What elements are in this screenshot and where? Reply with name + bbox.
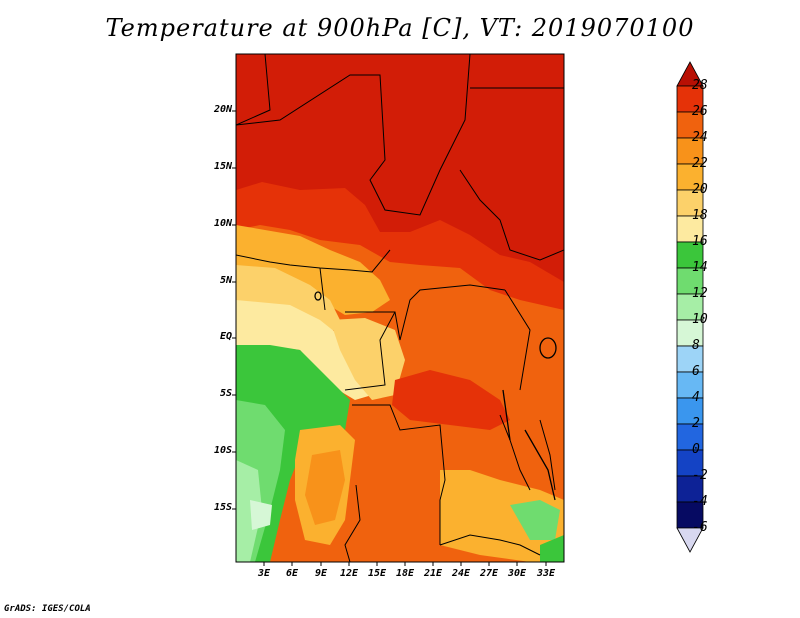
zone-gabon-cool: [236, 300, 372, 400]
lon-ticks: [263, 562, 547, 566]
lon-label-6e: 6E: [285, 568, 299, 579]
lon-label-33e: 33E: [536, 568, 556, 579]
colorbar-swatch: [676, 137, 704, 165]
zone-congo-hot: [392, 370, 510, 430]
colorbar-swatch: [676, 267, 704, 295]
temperature-field: [236, 54, 564, 562]
zone-sahel-warm: [236, 182, 564, 310]
zone-guinea-coast: [236, 225, 390, 315]
grads-credit: GrADS: IGES/COLA: [4, 604, 91, 614]
zone-sahara-hot: [236, 54, 564, 285]
lon-label-12e: 12E: [339, 568, 359, 579]
colorbar-bottom-arrow: [676, 527, 704, 553]
colorbar-label: -2: [692, 468, 708, 483]
lon-label-27e: 27E: [479, 568, 499, 579]
chart-title: Temperature at 900hPa [C], VT: 201907010…: [105, 14, 695, 42]
zone-central-mild: [330, 318, 405, 400]
colorbar-label: 0: [692, 442, 700, 457]
colorbar-label: 8: [692, 338, 700, 353]
colorbar-swatch: [676, 111, 704, 139]
zone-rift-cool: [510, 500, 560, 540]
colorbar-label: 26: [692, 104, 708, 119]
lat-label-15s: 15S: [213, 502, 232, 513]
colorbar-label: 14: [692, 260, 708, 275]
zone-south-corner-cool: [540, 535, 564, 562]
colorbar-swatch: [676, 371, 704, 399]
lat-label-5n: 5N: [219, 275, 232, 286]
lakes: [314, 291, 557, 501]
colorbar-label: 10: [692, 312, 708, 327]
lat-label-10s: 10S: [213, 445, 232, 456]
colorbar-swatch: [676, 345, 704, 373]
lon-label-21e: 21E: [423, 568, 443, 579]
colorbar-label: 6: [692, 364, 700, 379]
lat-label-eq: EQ: [219, 331, 232, 342]
colorbar-swatch: [676, 397, 704, 425]
colorbar-label: 12: [692, 286, 708, 301]
lon-label-24e: 24E: [451, 568, 471, 579]
colorbar-label: 4: [692, 390, 700, 405]
colorbar-swatch: [676, 163, 704, 191]
colorbar-label: 2: [692, 416, 700, 431]
lon-label-15e: 15E: [367, 568, 387, 579]
zone-ocean-coldest: [236, 460, 262, 562]
lon-label-3e: 3E: [257, 568, 271, 579]
zone-ocean-patch: [250, 500, 272, 530]
lat-label-15n: 15N: [213, 161, 232, 172]
colorbar-label: -6: [692, 520, 708, 535]
colorbar-swatch: [676, 319, 704, 347]
colorbar-swatch: [676, 293, 704, 321]
lon-label-18e: 18E: [395, 568, 415, 579]
lon-label-30e: 30E: [507, 568, 527, 579]
colorbar-label: 22: [692, 156, 708, 171]
colorbar-swatch: [676, 241, 704, 269]
colorbar-label: 28: [692, 78, 708, 93]
lat-ticks: [232, 110, 236, 510]
map-frame: [235, 53, 565, 563]
colorbar-swatch: [676, 85, 704, 113]
colorbar-label: 24: [692, 130, 708, 145]
colorbar-label: 18: [692, 208, 708, 223]
lat-label-20n: 20N: [213, 104, 232, 115]
colorbar-label: -4: [692, 494, 708, 509]
lon-label-9e: 9E: [314, 568, 328, 579]
lat-label-5s: 5S: [219, 388, 232, 399]
colorbar-swatch: [676, 475, 704, 503]
country-borders: [236, 54, 564, 562]
colorbar: [676, 61, 704, 553]
zone-angola-warm: [305, 450, 345, 525]
lat-label-10n: 10N: [213, 218, 232, 229]
colorbar-label: 16: [692, 234, 708, 249]
colorbar-label: 20: [692, 182, 708, 197]
